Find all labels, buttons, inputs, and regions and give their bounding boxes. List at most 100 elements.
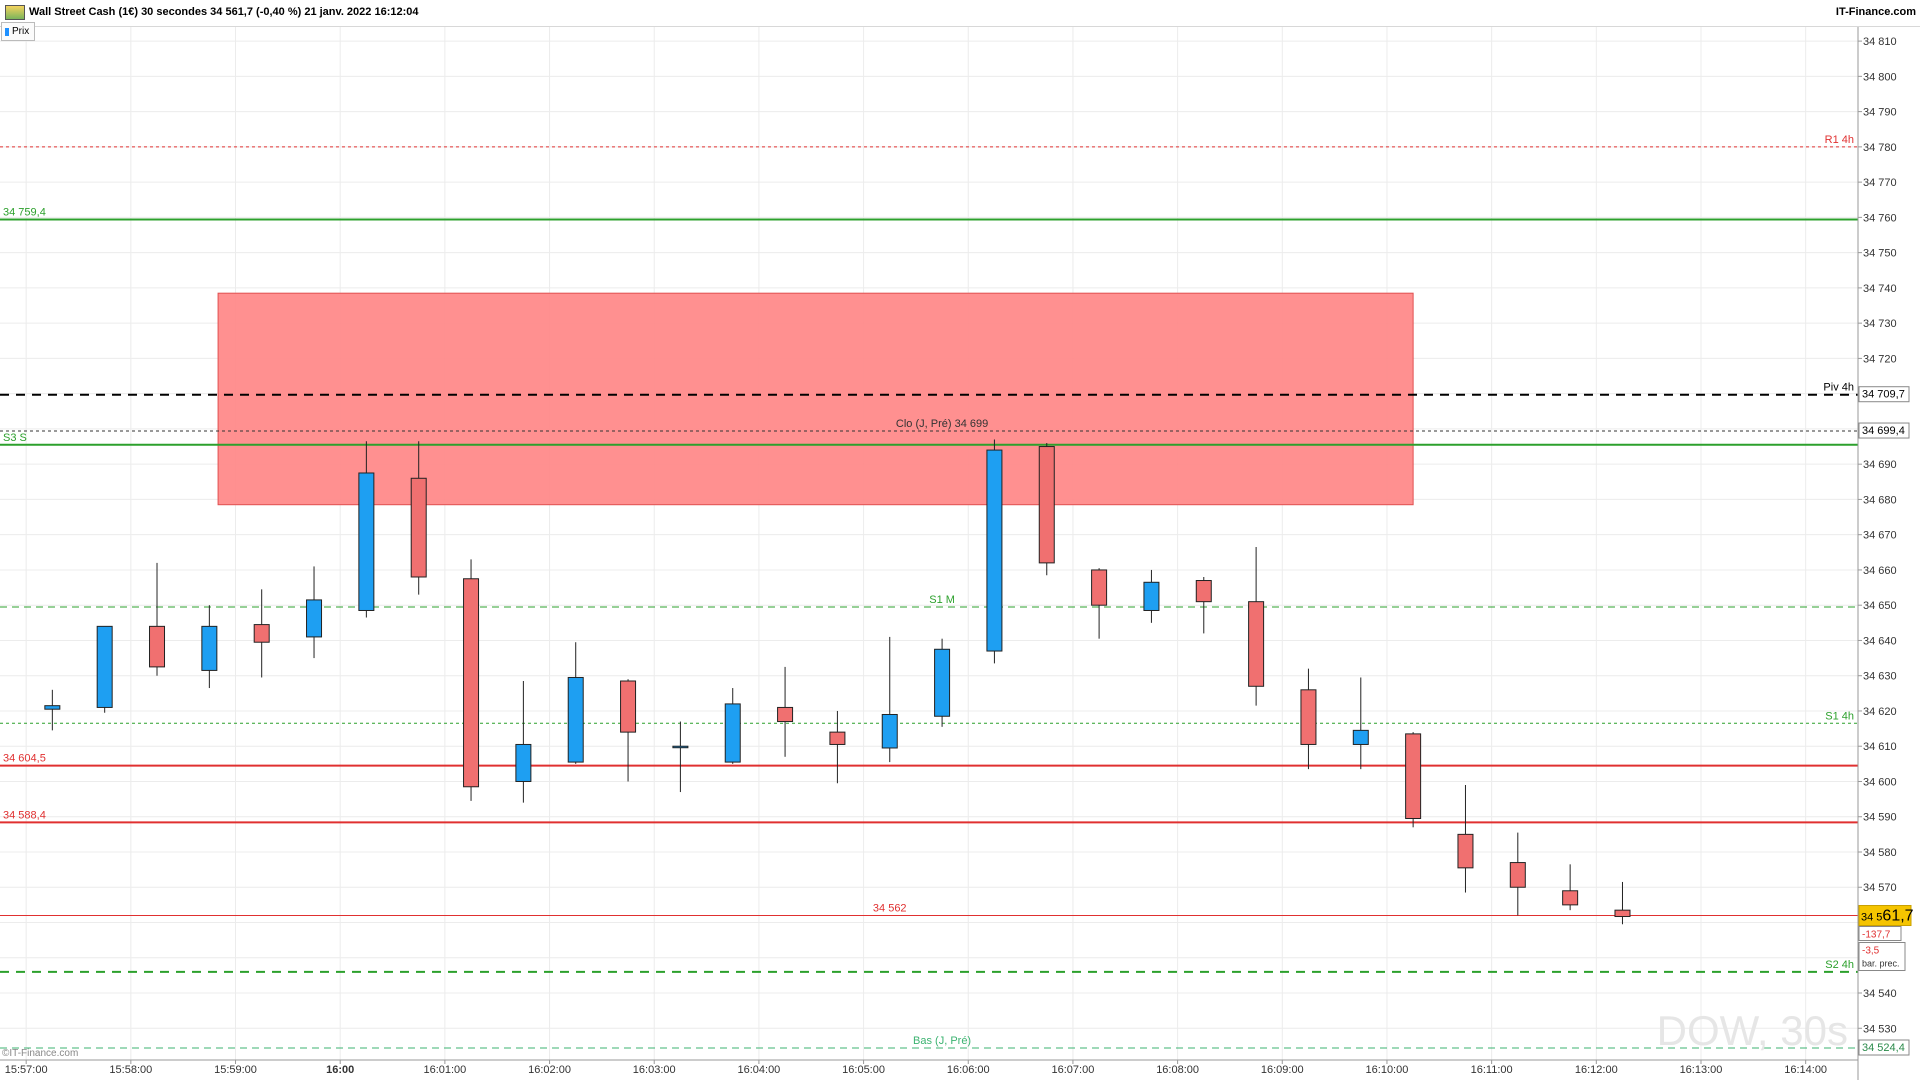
candle-down xyxy=(410,477,427,578)
x-tick-label: 16:06:00 xyxy=(947,1064,990,1076)
resistance-zone-rect xyxy=(217,292,1414,506)
brand-label[interactable]: IT-Finance.com xyxy=(1835,6,1916,18)
y-tick-label: 34 760 xyxy=(1863,212,1897,224)
chart-title: Wall Street Cash (1€) 30 secondes 34 561… xyxy=(29,6,419,18)
axis-level-box xyxy=(1858,1039,1910,1056)
candle-up xyxy=(934,648,951,717)
y-tick-label: 34 630 xyxy=(1863,671,1897,683)
candle-down xyxy=(1405,733,1422,819)
x-tick-label: 16:10:00 xyxy=(1366,1064,1409,1076)
y-tick-label: 34 720 xyxy=(1863,353,1897,365)
candles xyxy=(44,439,1631,925)
level-label: S1 M xyxy=(929,594,955,606)
current-price-label: 34 561,7 xyxy=(1861,908,1914,925)
candle-down xyxy=(620,680,637,733)
y-tick-label: 34 620 xyxy=(1863,706,1897,718)
resistance-zone xyxy=(217,292,1414,506)
axis-level-box xyxy=(1858,386,1910,403)
candle-up xyxy=(306,599,323,638)
candle-up xyxy=(1352,729,1369,745)
candle-down xyxy=(149,625,166,668)
y-tick-label: 34 680 xyxy=(1863,494,1897,506)
legend[interactable]: Prix xyxy=(1,22,36,41)
y-tick-label: 34 590 xyxy=(1863,812,1897,824)
level-label: Piv 4h xyxy=(1823,382,1854,394)
level-label: Bas (J, Pré) xyxy=(913,1035,971,1047)
candle-down xyxy=(1562,890,1579,906)
candle-down xyxy=(1195,580,1212,603)
x-tick-label: 16:04:00 xyxy=(737,1064,780,1076)
candle-up xyxy=(96,625,113,708)
level-label: S1 4h xyxy=(1825,710,1854,722)
candle-up xyxy=(881,713,898,749)
axis-level-label: 34 709,7 xyxy=(1862,389,1905,401)
candle-up xyxy=(672,745,689,749)
y-tick-label: 34 570 xyxy=(1863,882,1897,894)
y-tick-label: 34 640 xyxy=(1863,635,1897,647)
candle-down xyxy=(253,624,270,643)
current-price-box xyxy=(1858,905,1912,927)
y-tick-label: 34 740 xyxy=(1863,283,1897,295)
bar-change-value: -3,5 xyxy=(1862,946,1880,957)
y-tick-label: 34 780 xyxy=(1863,142,1897,154)
candle-up xyxy=(567,676,584,763)
y-tick-label: 34 670 xyxy=(1863,530,1897,542)
y-tick-label: 34 580 xyxy=(1863,847,1897,859)
footer-copyright: ©IT-Finance.com xyxy=(2,1048,78,1059)
candle-down xyxy=(777,706,794,723)
x-tick-label: 16:07:00 xyxy=(1052,1064,1095,1076)
candle-down xyxy=(829,731,846,745)
candle-up xyxy=(201,625,218,671)
x-tick-label: 16:01:00 xyxy=(423,1064,466,1076)
axis-level-label: 34 699,4 xyxy=(1862,425,1905,437)
x-tick-label: 16:00 xyxy=(326,1064,354,1076)
candle-up xyxy=(1143,581,1160,611)
candle-up xyxy=(724,703,741,763)
level-label: S3 S xyxy=(3,432,27,444)
logo-icon xyxy=(5,5,25,20)
candle-up xyxy=(986,449,1003,652)
level-label: Clo (J, Pré) 34 699 xyxy=(896,418,988,430)
watermark-symbol: DOW, 30s xyxy=(1657,1007,1848,1054)
level-label: 34 588,4 xyxy=(3,809,46,821)
y-tick-label: 34 540 xyxy=(1863,988,1897,1000)
x-tick-label: 16:11:00 xyxy=(1471,1064,1513,1076)
levels: R1 4h 34 759,4 Piv 4h Clo (J, Pré) 34 699 S3… xyxy=(0,134,1858,1049)
candle-down xyxy=(1248,601,1265,687)
x-tick-label: 15:57:00 xyxy=(5,1064,48,1076)
x-tick-label: 15:58:00 xyxy=(109,1064,152,1076)
x-tick-label: 16:02:00 xyxy=(528,1064,571,1076)
legend-swatch xyxy=(5,27,9,36)
candle-up xyxy=(515,743,532,782)
x-tick-label: 16:05:00 xyxy=(842,1064,885,1076)
y-tick-label: 34 730 xyxy=(1863,318,1897,330)
candle-down xyxy=(463,578,480,788)
x-tick-label: 15:59:00 xyxy=(214,1064,257,1076)
y-tick-label: 34 660 xyxy=(1863,565,1897,577)
y-tick-label: 34 790 xyxy=(1863,107,1897,119)
axis-level-box xyxy=(1858,422,1910,439)
y-tick-label: 34 800 xyxy=(1863,71,1897,83)
candle-down xyxy=(1038,446,1055,564)
axis-level-label: 34 524,4 xyxy=(1862,1042,1905,1054)
x-tick-label: 16:03:00 xyxy=(633,1064,676,1076)
change-label: -137,7 xyxy=(1862,930,1891,941)
x-tick-label: 16:08:00 xyxy=(1156,1064,1199,1076)
level-label: 34 759,4 xyxy=(3,206,46,218)
y-tick-label: 34 610 xyxy=(1863,741,1897,753)
level-label: R1 4h xyxy=(1825,134,1854,146)
y-tick-label: 34 690 xyxy=(1863,459,1897,471)
candle-down xyxy=(1300,689,1317,745)
change-box xyxy=(1858,926,1902,942)
x-tick-label: 16:09:00 xyxy=(1261,1064,1304,1076)
x-tick-label: 16:13:00 xyxy=(1680,1064,1723,1076)
y-tick-label: 34 810 xyxy=(1863,36,1897,48)
candle-down xyxy=(1509,862,1526,888)
chart-header: Wall Street Cash (1€) 30 secondes 34 561… xyxy=(0,0,1920,27)
y-tick-label: 34 600 xyxy=(1863,776,1897,788)
y-tick-label: 34 650 xyxy=(1863,600,1897,612)
candle-up xyxy=(44,705,61,710)
x-tick-label: 16:12:00 xyxy=(1575,1064,1618,1076)
